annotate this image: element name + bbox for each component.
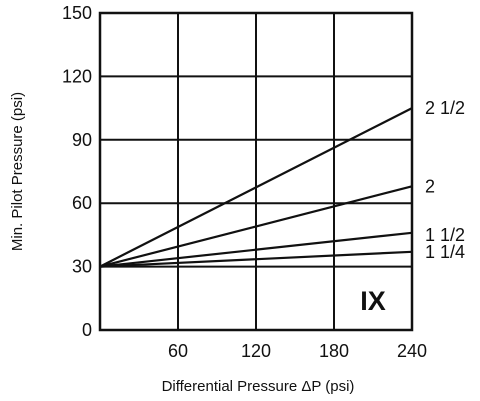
tick-labels: 60 120 180 240 0 30 60 90 120 150 — [62, 3, 427, 361]
y-tick-label: 90 — [72, 130, 92, 150]
x-tick-label: 180 — [319, 341, 349, 361]
plot-area-frame — [98, 11, 414, 332]
y-tick-label: 0 — [82, 320, 92, 340]
x-tick-label: 60 — [168, 341, 188, 361]
y-axis-title: Min. Pilot Pressure (psi) — [9, 92, 26, 251]
series-line — [99, 250, 413, 268]
grid — [100, 13, 413, 330]
panel-label: IX — [360, 286, 386, 316]
series-line — [99, 231, 413, 268]
series-label: 1 1/4 — [425, 242, 465, 262]
x-tick-label: 240 — [397, 341, 427, 361]
series-line — [99, 107, 413, 268]
series-line — [99, 185, 413, 268]
x-axis-title: Differential Pressure ΔP (psi) — [162, 378, 355, 395]
series-lines — [99, 107, 413, 268]
y-tick-label: 60 — [72, 193, 92, 213]
series-label: 2 1/2 — [425, 98, 465, 118]
y-tick-label: 150 — [62, 3, 92, 23]
series-label: 1 1/2 — [425, 225, 465, 245]
x-tick-label: 120 — [241, 341, 271, 361]
y-tick-label: 30 — [72, 257, 92, 277]
series-label: 2 — [425, 176, 435, 196]
series-labels: 2 1/2 2 1 1/21 1/4 — [425, 98, 465, 262]
y-tick-label: 120 — [62, 66, 92, 86]
